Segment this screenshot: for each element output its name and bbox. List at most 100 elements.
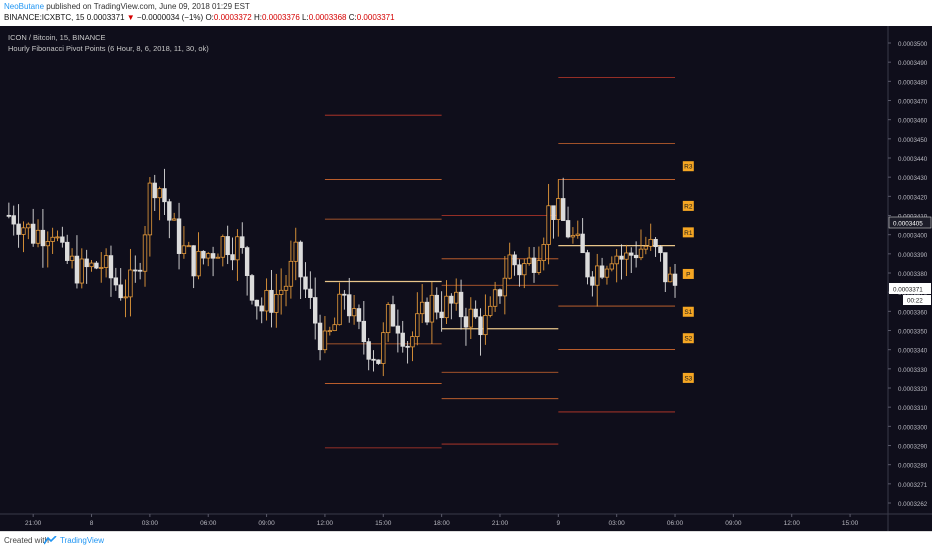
candle-body xyxy=(317,322,323,351)
x-tick-label: 15:00 xyxy=(375,520,392,527)
candle-body xyxy=(478,316,483,336)
change-value: −0.0000034 (−1%) xyxy=(136,13,204,22)
candle-body xyxy=(123,296,128,299)
candle-body xyxy=(410,336,415,348)
candle-body xyxy=(103,255,109,268)
y-tick-label: 0.0003490 xyxy=(898,60,928,67)
candle-body xyxy=(366,341,371,360)
candle-body xyxy=(395,325,401,334)
candle-body xyxy=(244,247,250,276)
candle-body xyxy=(653,238,658,248)
candle-body xyxy=(604,268,610,278)
candle-body xyxy=(240,236,245,249)
level-badge-r3 xyxy=(682,161,694,172)
candle-body xyxy=(215,256,221,259)
candle-body xyxy=(16,223,21,235)
x-tick-label: 06:00 xyxy=(667,520,684,527)
y-tick-label: 0.0003330 xyxy=(898,367,928,374)
candle-body xyxy=(541,244,546,261)
candle-body xyxy=(580,233,585,254)
candle-body xyxy=(672,273,678,286)
candle-body xyxy=(371,358,376,361)
candle-body xyxy=(142,234,148,272)
x-tick-label: 12:00 xyxy=(317,520,334,527)
high-value: 0.0003376 xyxy=(261,13,300,22)
candle-body xyxy=(128,269,133,298)
candle-body xyxy=(390,304,396,327)
candle-body xyxy=(643,245,649,250)
candle-body xyxy=(449,295,454,304)
candle-body xyxy=(108,255,114,279)
y-tick-label: 0.0003400 xyxy=(898,233,928,240)
candle-body xyxy=(298,241,303,278)
candle-body xyxy=(531,257,537,273)
y-tick-label: 0.0003480 xyxy=(898,79,928,86)
candle-body xyxy=(332,324,337,332)
candle-body xyxy=(89,262,94,268)
tradingview-brand-link[interactable]: TradingView xyxy=(60,536,105,545)
y-tick-label: 0.0003380 xyxy=(898,271,928,278)
candle-body xyxy=(400,332,405,347)
candle-body xyxy=(21,227,26,235)
level-badge-s1 xyxy=(682,306,694,317)
y-tick-label: 0.0003360 xyxy=(898,309,928,316)
level-badge-text: P xyxy=(686,271,690,278)
chart-canvas[interactable]: 0.0003500 0.0003490 0.0003480 0.0003470 0.00… xyxy=(0,26,932,531)
y-tick-label: 0.0003290 xyxy=(898,444,928,451)
candle-body xyxy=(69,255,75,261)
candle-body xyxy=(385,304,391,334)
candle-body xyxy=(419,301,425,315)
candle-body xyxy=(308,288,313,298)
candle-body xyxy=(488,305,493,316)
candle-body xyxy=(312,297,318,324)
x-tick-label: 9 xyxy=(557,520,561,527)
current-price-tag-text: 0.0003371 xyxy=(893,287,923,294)
candle-body xyxy=(191,245,196,277)
candle-body xyxy=(439,311,444,319)
candle-body xyxy=(551,205,556,220)
level-badge-r1 xyxy=(682,227,694,238)
x-tick-label: 18:00 xyxy=(433,520,450,527)
candle-body xyxy=(570,235,576,238)
candle-body xyxy=(254,299,260,307)
candle-body xyxy=(259,305,264,312)
candle-body xyxy=(619,255,624,260)
candle-body xyxy=(30,223,36,244)
candle-body xyxy=(157,188,162,199)
level-badge-r2 xyxy=(682,200,694,211)
chart-frame[interactable]: 0.0003500 0.0003490 0.0003480 0.0003470 0.00… xyxy=(0,26,932,531)
candle-body xyxy=(274,294,279,313)
x-tick-label: 03:00 xyxy=(142,520,159,527)
x-tick-label: 09:00 xyxy=(725,520,742,527)
candle-body xyxy=(497,289,503,297)
published-text: published on TradingView.com, June 09, 2… xyxy=(44,2,250,11)
candle-body xyxy=(473,308,478,318)
candle-body xyxy=(99,267,104,269)
candle-body xyxy=(609,263,615,270)
author-link[interactable]: NeoButane xyxy=(4,2,45,11)
publish-line: NeoButane published on TradingView.com, … xyxy=(4,2,250,11)
y-tick-label: 0.0003500 xyxy=(898,41,928,48)
y-tick-label: 0.0003320 xyxy=(898,386,928,393)
created-with-text: Created with xyxy=(4,536,49,545)
candle-body xyxy=(648,238,653,247)
candle-body xyxy=(6,214,12,217)
x-tick-label: 03:00 xyxy=(609,520,626,527)
candle-body xyxy=(176,218,182,254)
open-label: O: xyxy=(205,13,214,22)
y-tick-label: 0.0003460 xyxy=(898,118,928,125)
y-tick-label: 0.0003271 xyxy=(898,482,928,489)
candle-body xyxy=(26,223,31,229)
candle-body xyxy=(565,220,571,238)
candle-body xyxy=(327,330,332,333)
candle-body xyxy=(376,359,381,364)
x-tick-label: 15:00 xyxy=(842,520,859,527)
x-tick-label: 12:00 xyxy=(784,520,801,527)
candle-body xyxy=(429,294,435,323)
candle-body xyxy=(633,254,639,259)
candle-body xyxy=(546,205,551,245)
y-tick-label: 0.0003310 xyxy=(898,405,928,412)
candle-body xyxy=(424,301,430,323)
y-tick-label: 0.0003262 xyxy=(898,501,928,508)
candle-body xyxy=(133,269,138,272)
